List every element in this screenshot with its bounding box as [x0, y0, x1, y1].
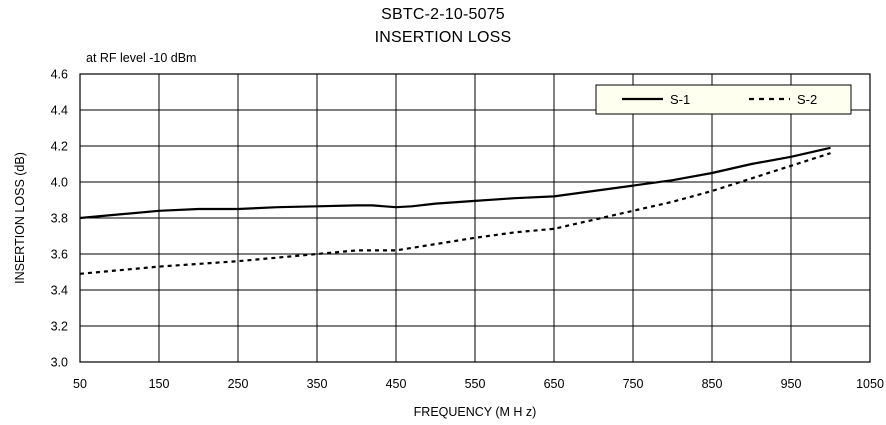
x-tick-label: 650 [544, 377, 565, 391]
x-tick-label: 1050 [856, 377, 884, 391]
legend: S-1 S-2 [595, 84, 852, 115]
grid-lines [79, 73, 871, 363]
y-tick-label: 4.4 [51, 104, 68, 118]
y-tick-labels: 3.0 3.2 3.4 3.6 3.8 4.0 4.2 4.4 4.6 [51, 68, 68, 370]
legend-label-s1: S-1 [670, 92, 690, 107]
x-tick-label: 950 [781, 377, 802, 391]
x-tick-label: 850 [702, 377, 723, 391]
x-tick-label: 350 [307, 377, 328, 391]
y-tick-label: 3.8 [51, 212, 68, 226]
y-tick-label: 4.2 [51, 140, 68, 154]
y-tick-label: 3.2 [51, 320, 68, 334]
x-tick-label: 550 [465, 377, 486, 391]
x-tick-label: 150 [149, 377, 170, 391]
x-tick-label: 250 [228, 377, 249, 391]
x-tick-label: 450 [386, 377, 407, 391]
x-tick-labels: 50 150 250 350 450 550 650 750 850 950 1050 [73, 377, 884, 391]
series-line-s-2 [79, 152, 831, 275]
chart-note: at RF level -10 dBm [86, 51, 197, 65]
x-tick-label: 750 [623, 377, 644, 391]
chart-title: SBTC-2-10-5075 [381, 6, 505, 23]
plot-frame [79, 73, 871, 363]
y-tick-label: 4.0 [51, 176, 68, 190]
y-tick-label: 3.6 [51, 248, 68, 262]
series-group [79, 146, 831, 275]
y-tick-label: 4.6 [51, 68, 68, 82]
x-tick-label: 50 [73, 377, 87, 391]
x-axis-title: FREQUENCY (M H z) [414, 405, 537, 419]
y-tick-label: 3.0 [51, 356, 68, 370]
series-line-s-1 [79, 146, 831, 220]
chart-subtitle: INSERTION LOSS [374, 29, 512, 46]
legend-label-s2: S-2 [797, 92, 817, 107]
y-axis-title: INSERTION LOSS (dB) [13, 152, 27, 284]
y-tick-label: 3.4 [51, 284, 68, 298]
